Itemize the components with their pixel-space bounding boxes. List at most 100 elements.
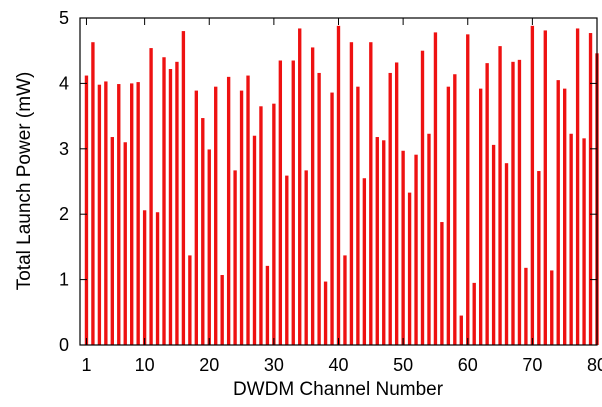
bar-channel-1	[84, 75, 89, 346]
y-tick-label: 2	[59, 204, 69, 224]
bar-channel-23	[226, 76, 231, 346]
bar-channel-28	[259, 106, 263, 345]
bar-channel-46	[375, 137, 379, 345]
bar-channel-39	[330, 92, 334, 345]
bar-channel-53	[420, 50, 425, 345]
y-tick-label: 0	[59, 335, 69, 355]
bar-channel-37	[317, 72, 321, 345]
x-tick-label: 1	[81, 355, 91, 375]
bar-channel-68	[517, 59, 522, 346]
bar-channel-52	[414, 154, 418, 345]
x-tick-label: 10	[135, 355, 155, 375]
bar-channel-44	[362, 178, 367, 345]
bar-channel-5	[110, 137, 114, 345]
x-tick-label: 80	[587, 355, 602, 375]
bar-channel-11	[149, 48, 153, 345]
bar-channel-62	[478, 88, 483, 345]
bar-channel-72	[543, 30, 547, 346]
bar-channel-47	[382, 140, 386, 345]
x-tick-label: 30	[264, 355, 284, 375]
bar-channel-35	[304, 170, 308, 345]
bar-channel-79	[588, 33, 593, 345]
bar-channel-26	[246, 75, 250, 346]
x-axis-title: DWDM Channel Number	[233, 379, 444, 400]
bar-channel-50	[401, 150, 405, 345]
x-tick-label: 70	[522, 355, 542, 375]
bar-channel-33	[291, 60, 295, 345]
y-axis-title: Total Launch Power (mW)	[14, 72, 35, 291]
bar-channel-45	[369, 42, 373, 345]
bar-channel-38	[323, 281, 328, 345]
bar-channel-8	[130, 83, 134, 346]
bar-channel-25	[239, 90, 244, 345]
bar-channel-66	[504, 163, 509, 345]
bar-channel-32	[285, 175, 289, 345]
bar-channel-19	[201, 118, 205, 345]
bar-channel-4	[104, 81, 108, 345]
bar-channel-16	[181, 31, 186, 346]
bar-channel-3	[97, 84, 102, 346]
bar-channel-64	[491, 144, 496, 345]
bar-channel-70	[530, 25, 535, 345]
bar-channel-55	[433, 32, 438, 345]
bar-channel-9	[136, 82, 140, 345]
bar-channel-31	[278, 60, 283, 345]
bar-channel-58	[453, 74, 457, 346]
bar-channel-2	[91, 42, 95, 345]
bar-channel-49	[394, 62, 399, 345]
x-tick-label: 60	[458, 355, 478, 375]
bar-channel-56	[440, 222, 444, 345]
bar-channel-20	[207, 149, 211, 345]
bar-channel-51	[407, 192, 412, 345]
bar-channel-17	[188, 255, 192, 345]
bar-channel-76	[569, 133, 573, 345]
bar-channel-43	[356, 86, 360, 346]
bar-channel-15	[175, 61, 179, 345]
bar-channel-29	[265, 265, 270, 345]
y-tick-label: 4	[59, 73, 69, 93]
bars-group	[84, 25, 599, 346]
bar-channel-42	[349, 42, 354, 345]
y-tick-label: 3	[59, 139, 69, 159]
bar-channel-6	[117, 84, 121, 346]
x-tick-label: 20	[199, 355, 219, 375]
bar-channel-14	[168, 69, 173, 345]
bar-channel-61	[472, 282, 476, 345]
bar-channel-10	[142, 210, 147, 345]
bar-channel-7	[123, 142, 127, 345]
x-axis-ticks: 1 10 20 30 40 50 60 70 80	[81, 18, 602, 375]
y-axis-ticks: 0 1 2 3 4 5	[59, 8, 597, 355]
bar-channel-27	[252, 135, 257, 345]
bar-channel-22	[220, 275, 224, 345]
bar-channel-30	[272, 103, 276, 345]
x-tick-label: 50	[393, 355, 413, 375]
bar-channel-40	[336, 25, 341, 345]
bar-channel-21	[214, 86, 218, 346]
bar-channel-65	[498, 46, 502, 346]
bar-channel-24	[233, 170, 237, 345]
bar-channel-63	[485, 63, 489, 345]
y-tick-label: 1	[59, 270, 69, 290]
y-tick-label: 5	[59, 8, 69, 28]
bar-channel-74	[556, 80, 560, 345]
bar-channel-59	[459, 315, 463, 345]
bar-channel-54	[427, 133, 431, 345]
bar-channel-18	[194, 90, 198, 345]
bar-channel-36	[310, 47, 315, 346]
bar-channel-78	[582, 138, 586, 345]
bar-channel-60	[466, 34, 470, 345]
bar-channel-41	[343, 255, 347, 345]
bar-channel-12	[155, 212, 160, 345]
bar-channel-69	[524, 267, 528, 345]
bar-channel-48	[388, 72, 392, 345]
bar-channel-77	[575, 28, 580, 346]
bar-channel-71	[537, 171, 541, 345]
bar-channel-75	[563, 88, 567, 345]
bar-channel-57	[446, 86, 451, 346]
bar-channel-67	[511, 61, 515, 345]
x-tick-label: 40	[328, 355, 348, 375]
bar-channel-13	[162, 57, 166, 346]
bar-channel-34	[298, 28, 302, 346]
